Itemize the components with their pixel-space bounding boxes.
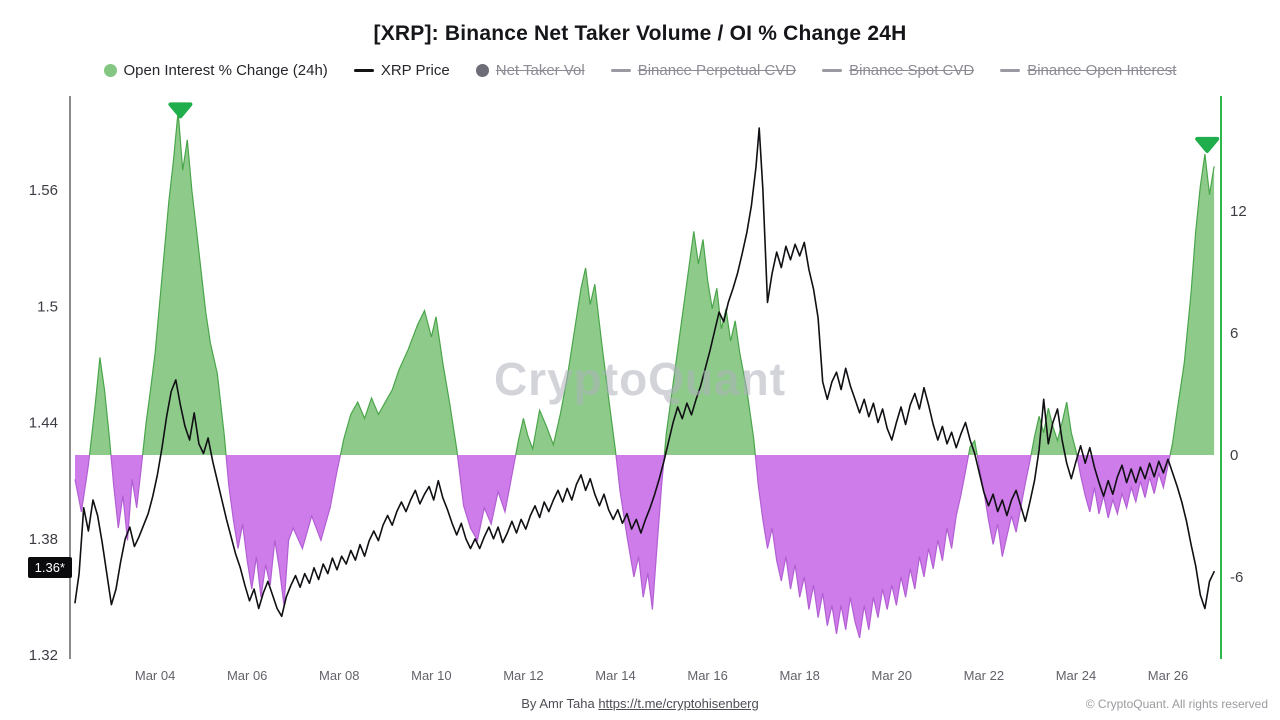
- oi-area-positive: [89, 111, 1215, 455]
- page-title: [XRP]: Binance Net Taker Volume / OI % C…: [373, 22, 907, 45]
- left-axis-tick-label: 1.5: [37, 298, 58, 315]
- x-axis-tick-label: Mar 08: [319, 668, 359, 683]
- copyright-text: © CryptoQuant. All rights reserved: [1085, 697, 1268, 711]
- chart-legend: Open Interest % Change (24h) XRP Price Net…: [0, 62, 1280, 79]
- byline-prefix: By Amr Taha: [521, 696, 599, 711]
- left-axis-tick-label: 1.44: [29, 415, 58, 432]
- signal-marker-icon[interactable]: [168, 102, 193, 119]
- legend-item-1[interactable]: XRP Price: [353, 62, 450, 79]
- legend-item-0[interactable]: Open Interest % Change (24h): [103, 62, 328, 79]
- legend-item-3[interactable]: Binance Perpetual CVD: [610, 62, 797, 79]
- right-axis-tick-label: 6: [1230, 325, 1238, 342]
- legend-item-5[interactable]: Binance Open Interest: [1000, 62, 1176, 79]
- legend-circle-icon: [475, 64, 489, 77]
- x-axis-tick-label: Mar 20: [872, 668, 912, 683]
- legend-label: Net Taker Vol: [495, 62, 585, 79]
- x-axis-tick-label: Mar 26: [1148, 668, 1188, 683]
- legend-line-icon: [353, 69, 374, 72]
- x-axis-tick-label: Mar 12: [503, 668, 543, 683]
- legend-line-icon: [610, 69, 631, 72]
- x-axis-tick-label: Mar 22: [964, 668, 1004, 683]
- x-axis-tick-label: Mar 14: [595, 668, 635, 683]
- right-axis-tick-label: -6: [1230, 569, 1243, 586]
- left-axis-tick-label: 1.32: [29, 647, 58, 664]
- x-axis-tick-label: Mar 06: [227, 668, 267, 683]
- x-axis-tick-label: Mar 10: [411, 668, 451, 683]
- left-axis-tick-label: 1.56: [29, 182, 58, 199]
- right-axis-tick-label: 12: [1230, 203, 1247, 220]
- right-axis-tick-label: 0: [1230, 447, 1238, 464]
- current-price-pill: 1.36*: [27, 556, 72, 578]
- legend-circle-icon: [103, 64, 117, 77]
- legend-label: Binance Perpetual CVD: [637, 62, 797, 79]
- left-axis-tick-label: 1.38: [29, 531, 58, 548]
- x-axis-tick-label: Mar 18: [779, 668, 819, 683]
- legend-label: Open Interest % Change (24h): [123, 62, 328, 79]
- legend-label: Binance Spot CVD: [849, 62, 975, 79]
- oi-edge-negative: [74, 454, 1171, 639]
- byline-link[interactable]: https://t.me/cryptohisenberg: [598, 696, 759, 711]
- x-axis-tick-label: Mar 16: [687, 668, 727, 683]
- legend-item-4[interactable]: Binance Spot CVD: [822, 62, 974, 79]
- x-axis-tick-label: Mar 24: [1056, 668, 1096, 683]
- legend-line-icon: [1000, 69, 1021, 72]
- price-line: [74, 127, 1215, 618]
- legend-item-2[interactable]: Net Taker Vol: [475, 62, 585, 79]
- legend-line-icon: [822, 69, 843, 72]
- signal-marker-icon[interactable]: [1195, 136, 1220, 153]
- oi-area-negative: [75, 454, 1215, 638]
- legend-label: Binance Open Interest: [1027, 62, 1177, 79]
- oi-edge-positive: [88, 111, 1215, 455]
- legend-label: XRP Price: [380, 62, 450, 79]
- byline: By Amr Taha https://t.me/cryptohisenberg: [0, 696, 1280, 711]
- x-axis-tick-label: Mar 04: [135, 668, 175, 683]
